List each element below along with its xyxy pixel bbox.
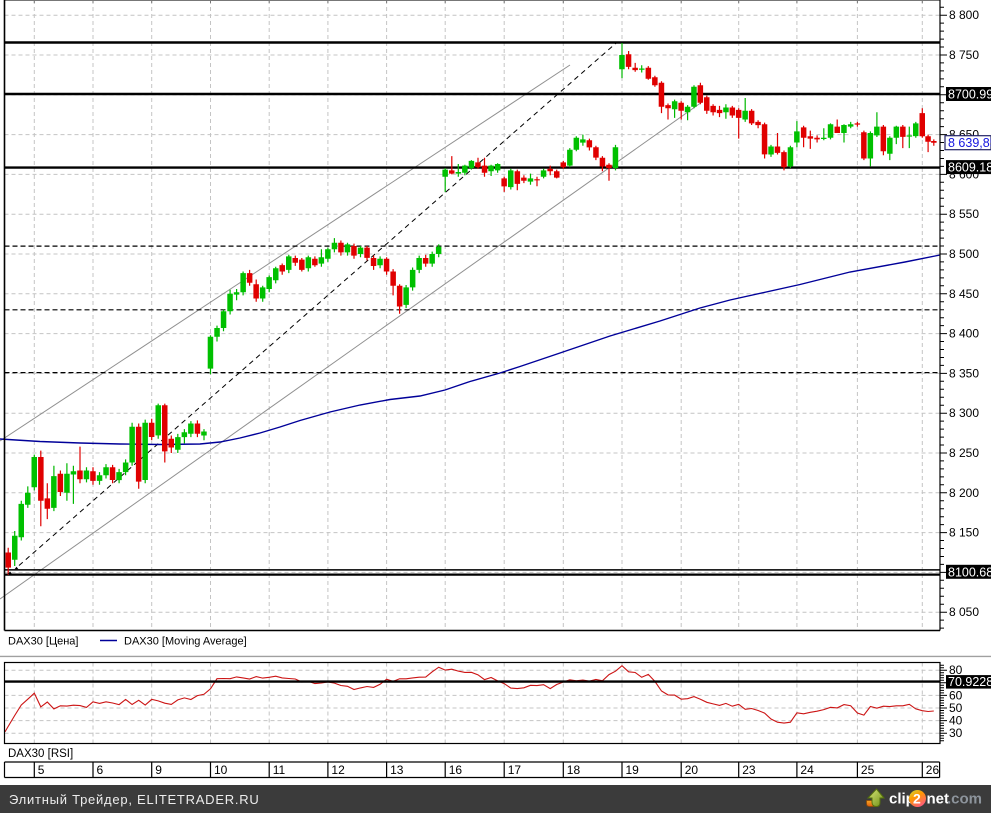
svg-text:24: 24 — [800, 763, 814, 777]
svg-text:8 800: 8 800 — [949, 8, 979, 22]
svg-text:70.9228: 70.9228 — [948, 675, 991, 689]
svg-text:8 200: 8 200 — [949, 486, 979, 500]
svg-text:10: 10 — [214, 763, 228, 777]
svg-text:23: 23 — [742, 763, 756, 777]
svg-text:8 450: 8 450 — [949, 287, 979, 301]
svg-text:60: 60 — [949, 688, 963, 702]
svg-text:DAX30 [Moving Average]: DAX30 [Moving Average] — [124, 636, 247, 648]
svg-text:12: 12 — [331, 763, 345, 777]
svg-text:8 300: 8 300 — [949, 406, 979, 420]
svg-text:50: 50 — [949, 701, 963, 715]
svg-text:11: 11 — [273, 763, 286, 777]
svg-text:16: 16 — [449, 763, 463, 777]
svg-text:8700.99: 8700.99 — [948, 88, 991, 102]
svg-text:8 150: 8 150 — [949, 526, 979, 540]
svg-text:19: 19 — [626, 763, 640, 777]
svg-text:8 050: 8 050 — [949, 605, 979, 619]
svg-text:8609.18: 8609.18 — [948, 161, 991, 175]
svg-text:2: 2 — [913, 791, 921, 807]
svg-text:DAX30 [Цена]: DAX30 [Цена] — [8, 636, 78, 648]
svg-text:9: 9 — [155, 763, 162, 777]
svg-text:17: 17 — [508, 763, 522, 777]
svg-text:Элитный Трейдер, ELITETRADER.R: Элитный Трейдер, ELITETRADER.RU — [9, 792, 260, 807]
svg-text:25: 25 — [861, 763, 875, 777]
svg-text:26: 26 — [926, 763, 940, 777]
svg-text:8 400: 8 400 — [949, 327, 979, 341]
svg-text:8 250: 8 250 — [949, 446, 979, 460]
svg-text:8 350: 8 350 — [949, 366, 979, 380]
svg-text:6: 6 — [97, 763, 104, 777]
svg-text:13: 13 — [390, 763, 404, 777]
svg-text:net: net — [927, 791, 950, 808]
svg-text:DAX30 [RSI]: DAX30 [RSI] — [8, 748, 73, 760]
svg-text:8 750: 8 750 — [949, 48, 979, 62]
svg-text:80: 80 — [949, 663, 963, 677]
svg-text:8100.68: 8100.68 — [948, 565, 991, 579]
svg-text:5: 5 — [38, 763, 45, 777]
svg-text:8 500: 8 500 — [949, 247, 979, 261]
svg-text:8 550: 8 550 — [949, 207, 979, 221]
svg-text:18: 18 — [567, 763, 581, 777]
svg-text:8 639,85: 8 639,85 — [948, 136, 991, 150]
svg-text:40: 40 — [949, 714, 963, 728]
svg-text:20: 20 — [685, 763, 699, 777]
svg-text:clip: clip — [889, 791, 915, 808]
svg-text:.com: .com — [947, 791, 982, 808]
svg-text:30: 30 — [949, 726, 963, 740]
